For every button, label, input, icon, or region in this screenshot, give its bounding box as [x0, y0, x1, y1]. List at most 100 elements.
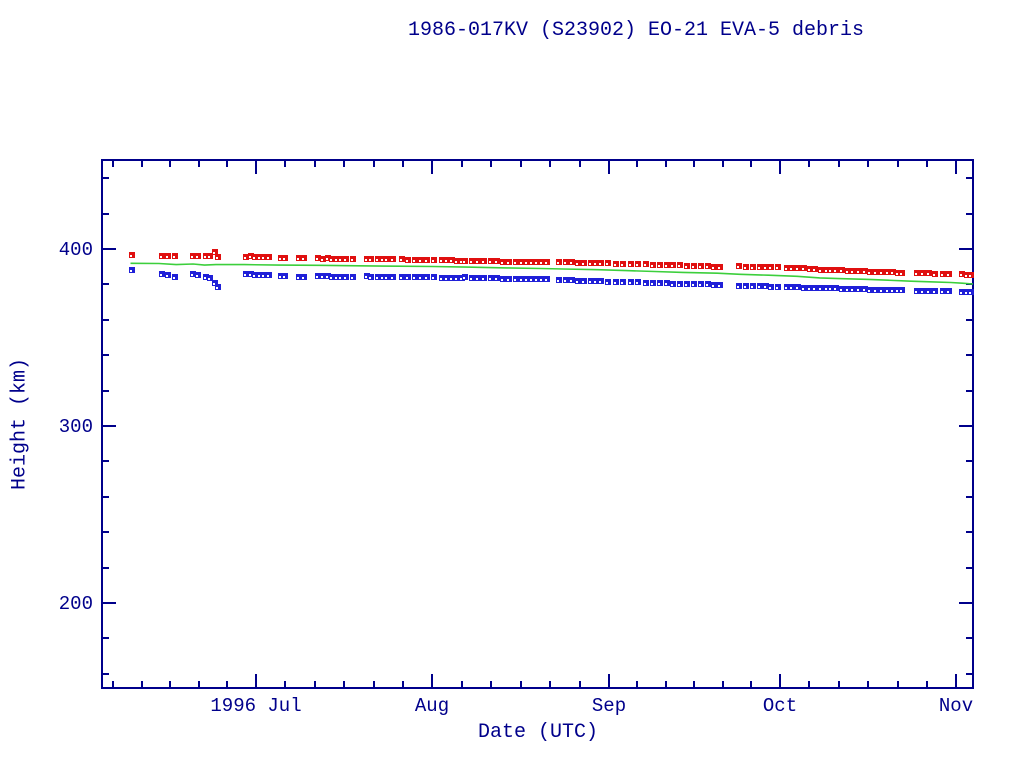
blue-square-marker-notch	[706, 284, 708, 286]
blue-square-marker-notch	[564, 280, 566, 282]
red-square-marker-notch	[482, 261, 484, 263]
red-square-marker-notch	[776, 267, 778, 269]
blue-square-marker-notch	[406, 277, 408, 279]
blue-square-marker-notch	[365, 276, 367, 278]
blue-square-marker-notch	[829, 288, 831, 290]
blue-square-marker-notch	[460, 278, 462, 280]
red-square-marker-notch	[599, 263, 601, 265]
red-square-marker-notch	[173, 256, 175, 258]
red-square-marker-notch	[440, 260, 442, 262]
blue-square-marker-notch	[880, 290, 882, 292]
x-tick-label: Sep	[592, 695, 626, 717]
red-square-marker-notch	[665, 265, 667, 267]
red-square-marker-notch	[969, 275, 971, 277]
blue-square-marker-notch	[896, 290, 898, 292]
blue-square-marker-notch	[166, 275, 168, 277]
red-square-marker-notch	[507, 262, 509, 264]
blue-square-marker-notch	[279, 276, 281, 278]
red-square-marker-notch	[933, 274, 935, 276]
blue-square-marker-notch	[960, 292, 962, 294]
blue-square-marker-notch	[463, 277, 465, 279]
blue-square-marker-notch	[385, 277, 387, 279]
red-square-marker-notch	[413, 260, 415, 262]
blue-square-marker-notch	[769, 287, 771, 289]
blue-square-marker-notch	[840, 289, 842, 291]
blue-square-marker-notch	[813, 288, 815, 290]
blue-square-marker-notch	[321, 276, 323, 278]
red-square-marker-notch	[160, 256, 162, 258]
x-tick-label: Nov	[939, 695, 973, 717]
blue-square-marker-notch	[335, 277, 337, 279]
blue-square-marker-notch	[825, 288, 827, 290]
red-square-marker-notch	[582, 263, 584, 265]
blue-square-marker-notch	[530, 279, 532, 281]
green-trend-line	[130, 262, 974, 285]
x-tick-label: Oct	[763, 695, 797, 717]
blue-square-marker-notch	[376, 277, 378, 279]
red-square-marker-notch	[965, 275, 967, 277]
blue-square-marker-notch	[302, 277, 304, 279]
x-axis-label: Date (UTC)	[477, 721, 599, 744]
blue-square-marker-notch	[718, 285, 720, 287]
blue-square-marker-notch	[863, 289, 865, 291]
red-square-marker-notch	[671, 265, 673, 267]
red-square-marker-notch	[540, 262, 542, 264]
red-square-marker-notch	[886, 272, 888, 274]
chart-title: 1986-017KV (S23902) EO-21 EVA-5 debris	[407, 19, 865, 42]
red-square-marker-notch	[545, 262, 547, 264]
red-square-marker-notch	[495, 261, 497, 263]
blue-square-marker-notch	[658, 283, 660, 285]
red-square-marker-notch	[874, 272, 876, 274]
red-square-marker-notch	[419, 260, 421, 262]
y-tick-label: 300	[59, 416, 93, 438]
red-square-marker-notch	[344, 259, 346, 261]
blue-square-marker-notch	[391, 277, 393, 279]
red-square-marker-notch	[213, 252, 215, 254]
red-square-marker-notch	[460, 261, 462, 263]
red-square-marker-notch	[621, 264, 623, 266]
red-square-marker-notch	[489, 261, 491, 263]
blue-square-marker-notch	[589, 281, 591, 283]
red-square-marker-notch	[450, 260, 452, 262]
red-square-marker-notch	[819, 270, 821, 272]
blue-square-marker-notch	[173, 277, 175, 279]
red-square-marker-notch	[706, 266, 708, 268]
red-square-marker-notch	[501, 262, 503, 264]
blue-square-marker-notch	[262, 275, 264, 277]
red-square-marker-notch	[692, 266, 694, 268]
blue-square-marker-notch	[599, 281, 601, 283]
plot-frame	[101, 159, 974, 689]
blue-square-marker-notch	[886, 290, 888, 292]
red-square-marker-notch	[880, 272, 882, 274]
blue-square-marker-notch	[495, 278, 497, 280]
red-square-marker-notch	[863, 271, 865, 273]
blue-square-marker-notch	[525, 279, 527, 281]
red-square-marker-notch	[339, 259, 341, 261]
red-square-marker-notch	[576, 263, 578, 265]
red-square-marker-notch	[699, 266, 701, 268]
red-square-marker-notch	[365, 259, 367, 261]
blue-square-marker-notch	[785, 287, 787, 289]
blue-square-marker-notch	[450, 278, 452, 280]
blue-square-marker-notch	[196, 275, 198, 277]
red-square-marker-notch	[425, 260, 427, 262]
blue-square-marker-notch	[400, 277, 402, 279]
blue-square-marker-notch	[381, 277, 383, 279]
red-square-marker-notch	[644, 264, 646, 266]
red-square-marker-notch	[712, 267, 714, 269]
blue-square-marker-notch	[570, 280, 572, 282]
blue-square-marker-notch	[330, 277, 332, 279]
red-square-marker-notch	[896, 273, 898, 275]
blue-square-marker-notch	[796, 287, 798, 289]
blue-square-marker-notch	[851, 289, 853, 291]
x-tick-label: 1996 Jul	[210, 695, 301, 717]
blue-square-marker-notch	[614, 282, 616, 284]
blue-square-marker-notch	[445, 278, 447, 280]
red-square-marker-notch	[891, 272, 893, 274]
blue-square-marker-notch	[582, 281, 584, 283]
blue-square-marker-notch	[557, 280, 559, 282]
red-square-marker-notch	[130, 255, 132, 257]
red-square-marker-notch	[813, 269, 815, 271]
red-square-marker-notch	[316, 258, 318, 260]
